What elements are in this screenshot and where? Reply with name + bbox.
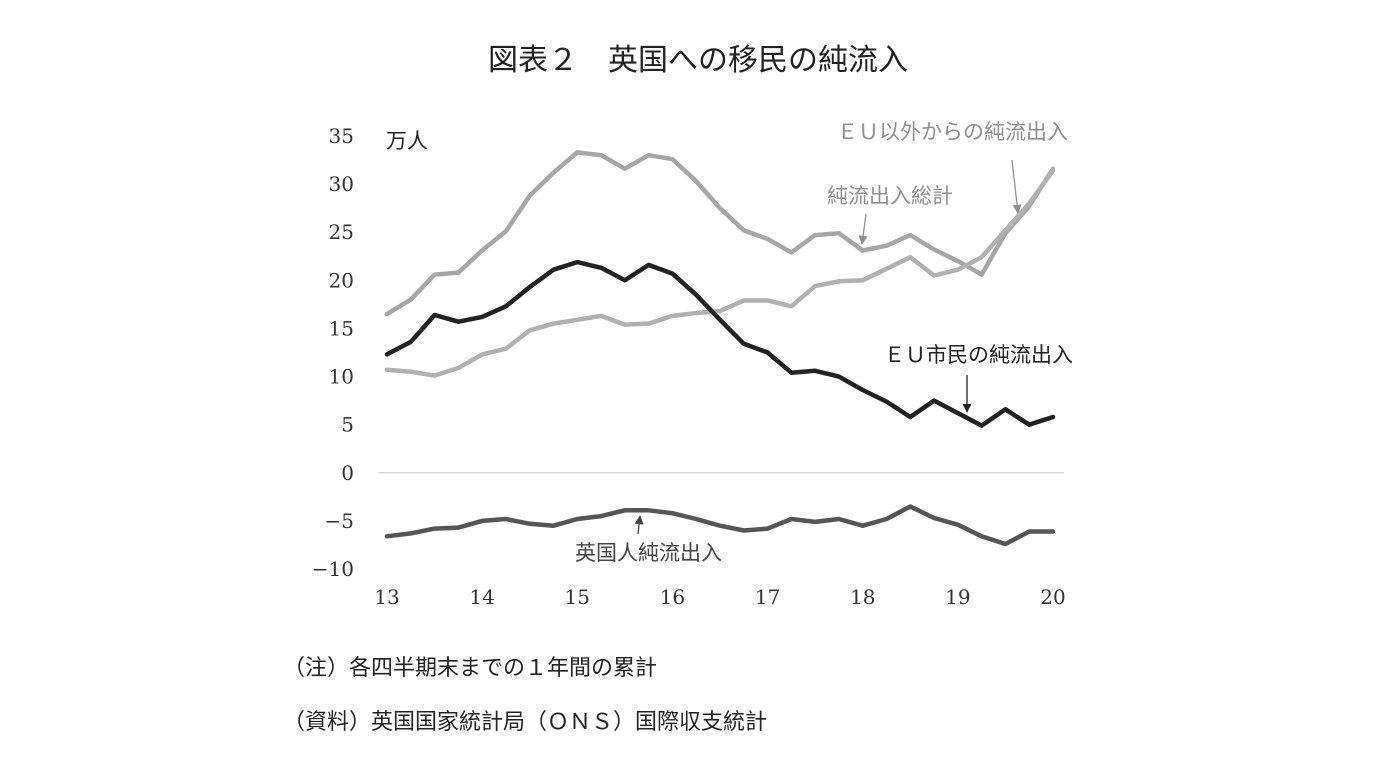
- x-tick-label: 19: [945, 585, 970, 609]
- x-tick-label: 20: [1040, 585, 1065, 609]
- y-tick-label: 5: [341, 413, 354, 437]
- x-tick-label: 14: [469, 585, 494, 609]
- y-tick-label: −5: [325, 509, 354, 533]
- annotation-arrow-non-eu: [1011, 159, 1022, 214]
- note-text: （注）各四半期末までの１年間の累計: [283, 656, 658, 681]
- annotation-arrow-british: [634, 515, 644, 535]
- annotation-label-eu: ＥＵ市民の純流出入: [884, 343, 1073, 367]
- y-tick-label: 0: [341, 461, 354, 485]
- x-tick-label: 18: [850, 585, 875, 609]
- series-line-total: [384, 150, 1056, 317]
- y-tick-label: 35: [329, 124, 354, 148]
- y-tick-label: 25: [329, 220, 354, 244]
- y-tick-label: −10: [312, 557, 354, 581]
- series-line-non-eu: [384, 168, 1056, 378]
- chart-title: 図表２ 英国への移民の純流入: [488, 43, 908, 78]
- series-lines: [384, 150, 1056, 547]
- annotation-label-british: 英国人純流出入: [575, 541, 722, 565]
- x-tick-label: 16: [660, 585, 685, 609]
- annotation-arrow-total: [858, 213, 868, 245]
- x-axis: 13 14 15 16 17 18 19 20: [374, 585, 1065, 609]
- x-tick-label: 15: [565, 585, 590, 609]
- annotation-label-non-eu: ＥＵ以外からの純流出入: [837, 120, 1068, 144]
- y-axis: 35 30 25 20 15 10 5 0 −5 −10: [312, 124, 1064, 581]
- series-line-british: [384, 504, 1056, 547]
- annotation-label-total: 純流出入総計: [827, 184, 953, 208]
- y-tick-label: 15: [329, 316, 354, 340]
- y-tick-label: 20: [329, 268, 354, 292]
- x-tick-label: 13: [374, 585, 399, 609]
- source-text: （資料）英国国家統計局（ＯＮＳ）国際収支統計: [283, 710, 768, 735]
- y-tick-label: 10: [329, 365, 354, 389]
- unit-label: 万人: [386, 129, 428, 153]
- x-tick-label: 17: [755, 585, 780, 609]
- series-line-eu: [384, 259, 1056, 428]
- y-tick-label: 30: [329, 172, 354, 196]
